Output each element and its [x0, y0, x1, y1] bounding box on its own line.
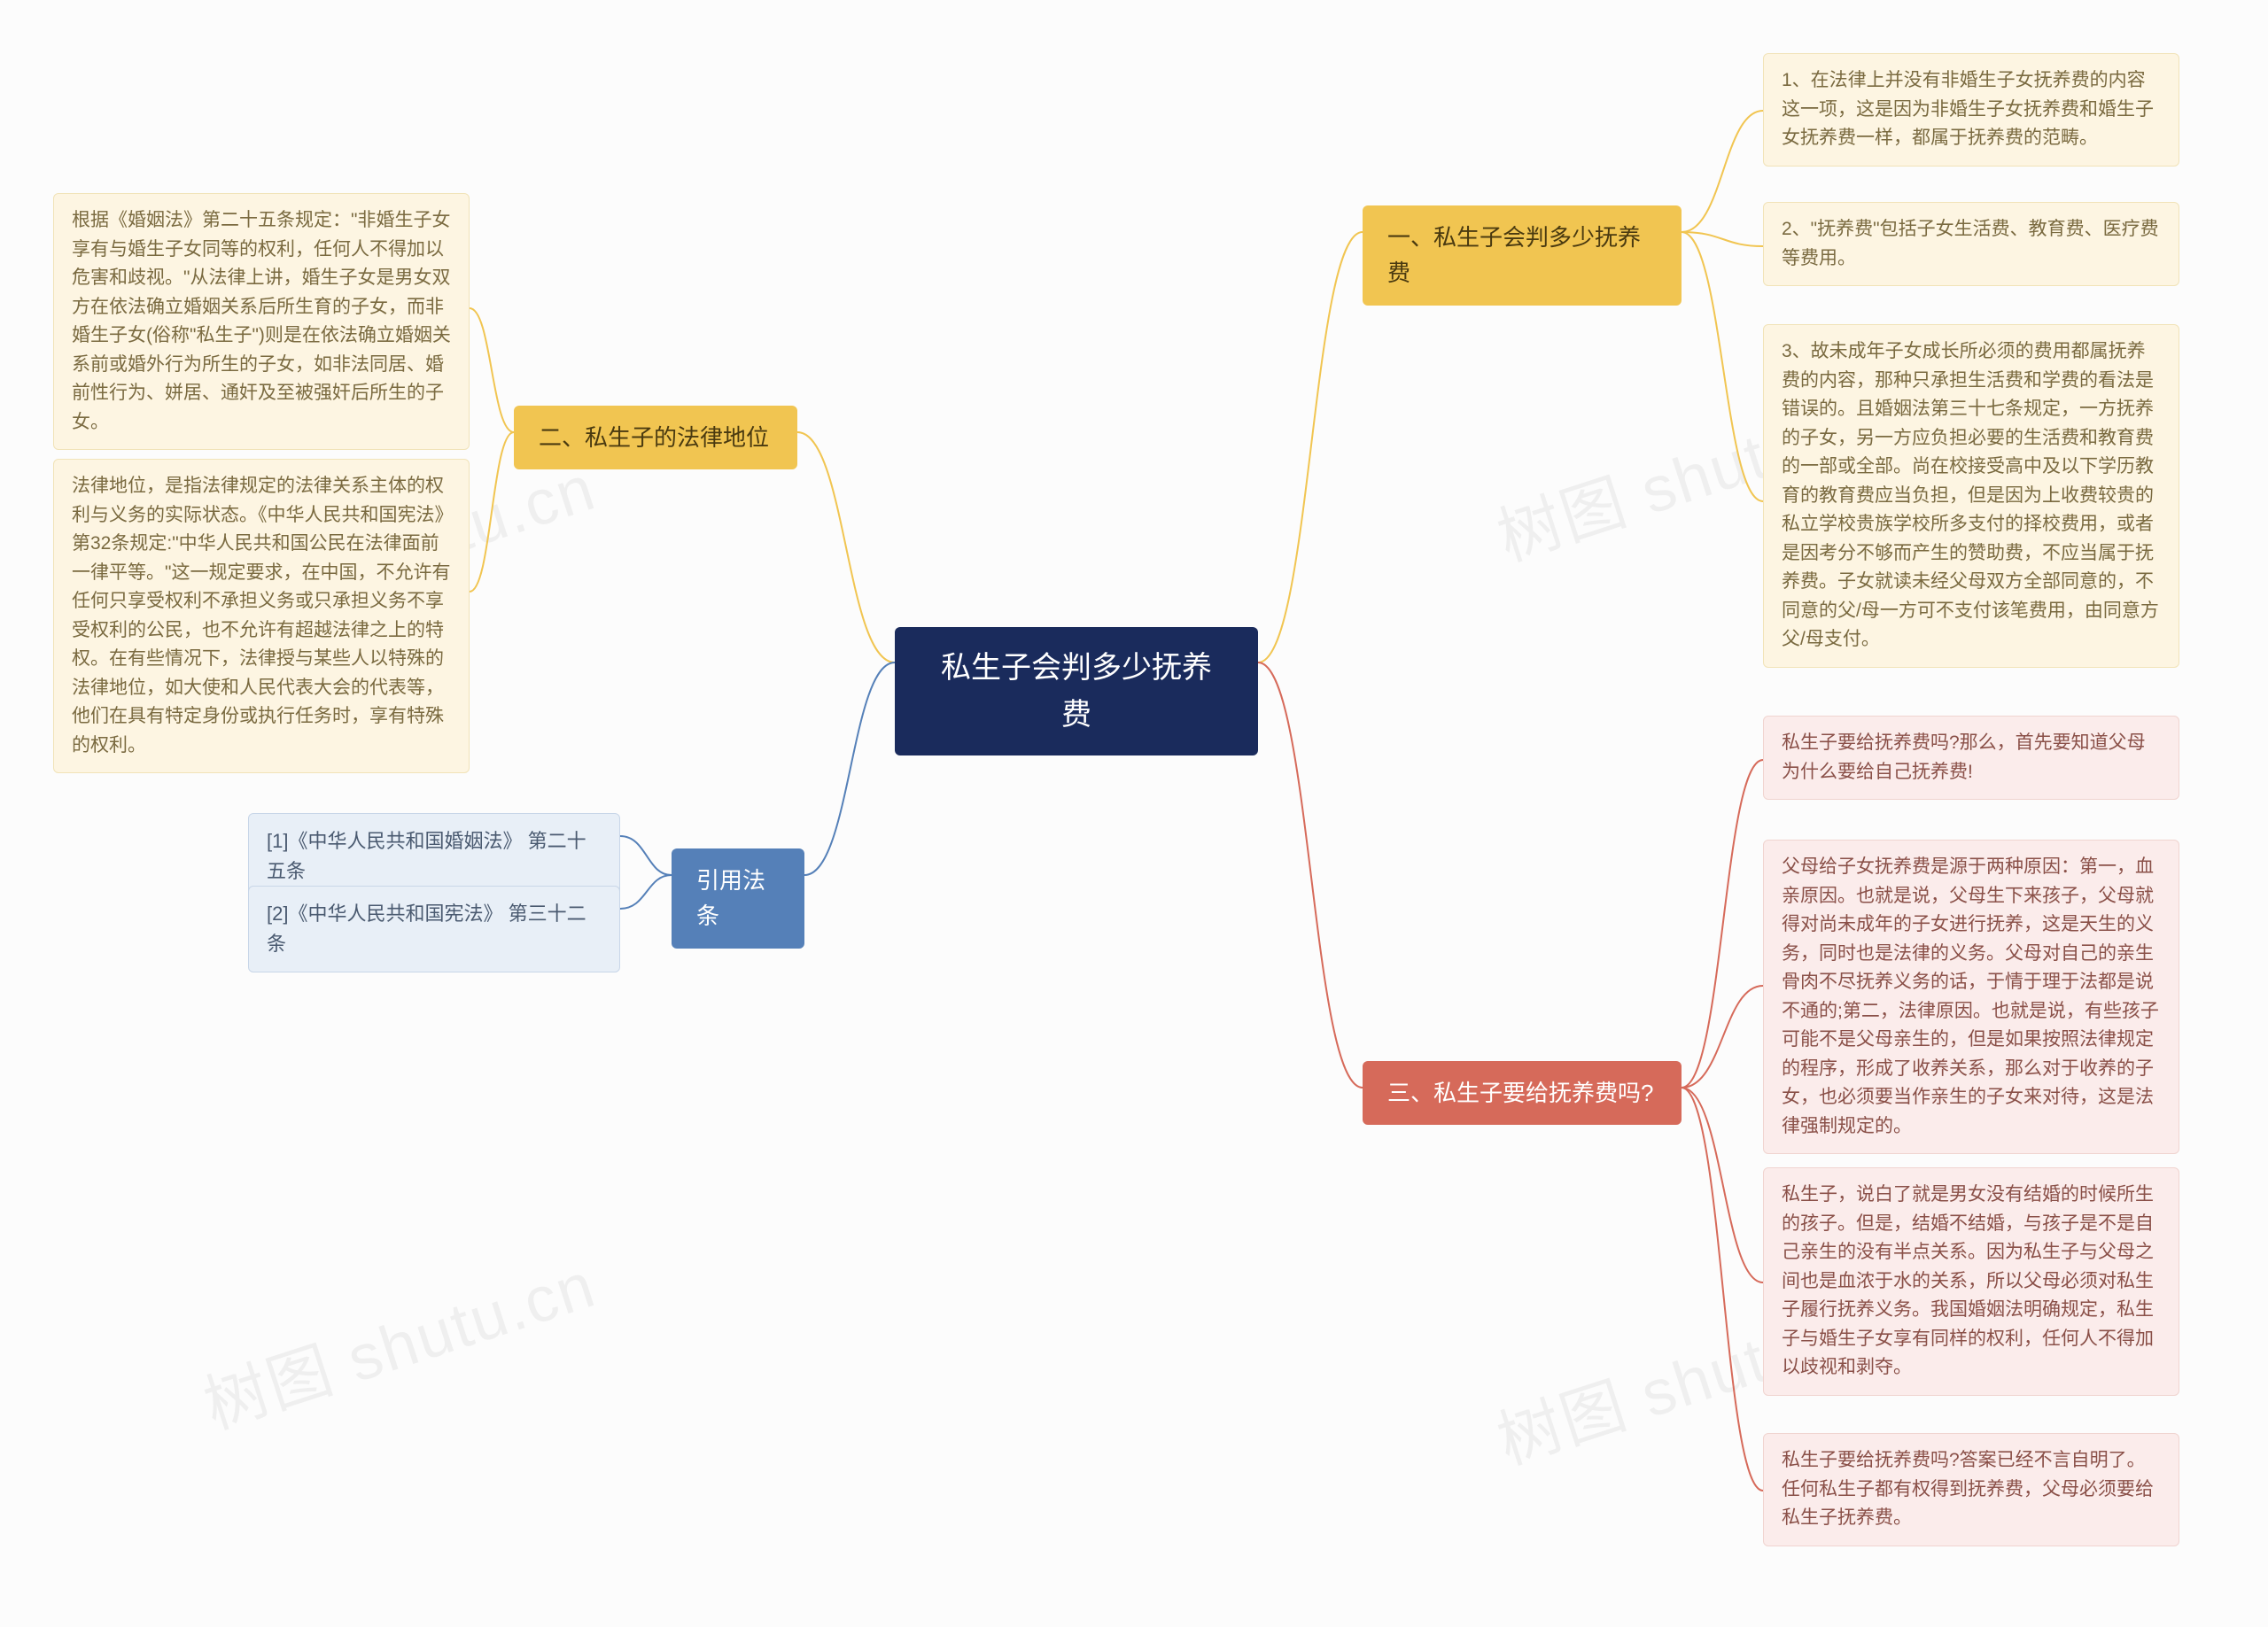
- branch-1-child-1[interactable]: 1、在法律上并没有非婚生子女抚养费的内容这一项，这是因为非婚生子女抚养费和婚生子…: [1763, 53, 2179, 167]
- branch-1[interactable]: 一、私生子会判多少抚养费: [1363, 205, 1682, 306]
- branch-3-child-4[interactable]: 私生子要给抚养费吗?答案已经不言自明了。任何私生子都有权得到抚养费，父母必须要给…: [1763, 1433, 2179, 1546]
- branch-2-child-1[interactable]: 根据《婚姻法》第二十五条规定："非婚生子女享有与婚生子女同等的权利，任何人不得加…: [53, 193, 470, 450]
- branch-3[interactable]: 三、私生子要给抚养费吗?: [1363, 1061, 1682, 1125]
- branch-3-child-3[interactable]: 私生子，说白了就是男女没有结婚的时候所生的孩子。但是，结婚不结婚，与孩子是不是自…: [1763, 1167, 2179, 1396]
- mindmap-root[interactable]: 私生子会判多少抚养费: [895, 627, 1258, 755]
- branch-2[interactable]: 二、私生子的法律地位: [514, 406, 797, 469]
- branch-3-child-1[interactable]: 私生子要给抚养费吗?那么，首先要知道父母为什么要给自己抚养费!: [1763, 716, 2179, 800]
- branch-4[interactable]: 引用法条: [672, 848, 804, 949]
- branch-4-child-2[interactable]: [2]《中华人民共和国宪法》 第三十二条: [248, 886, 620, 972]
- branch-2-child-2[interactable]: 法律地位，是指法律规定的法律关系主体的权利与义务的实际状态。《中华人民共和国宪法…: [53, 459, 470, 773]
- branch-3-child-2[interactable]: 父母给子女抚养费是源于两种原因：第一，血亲原因。也就是说，父母生下来孩子，父母就…: [1763, 840, 2179, 1154]
- branch-1-child-2[interactable]: 2、"抚养费"包括子女生活费、教育费、医疗费等费用。: [1763, 202, 2179, 286]
- watermark: 树图 shutu.cn: [190, 1233, 605, 1446]
- branch-1-child-3[interactable]: 3、故未成年子女成长所必须的费用都属抚养费的内容，那种只承担生活费和学费的看法是…: [1763, 324, 2179, 668]
